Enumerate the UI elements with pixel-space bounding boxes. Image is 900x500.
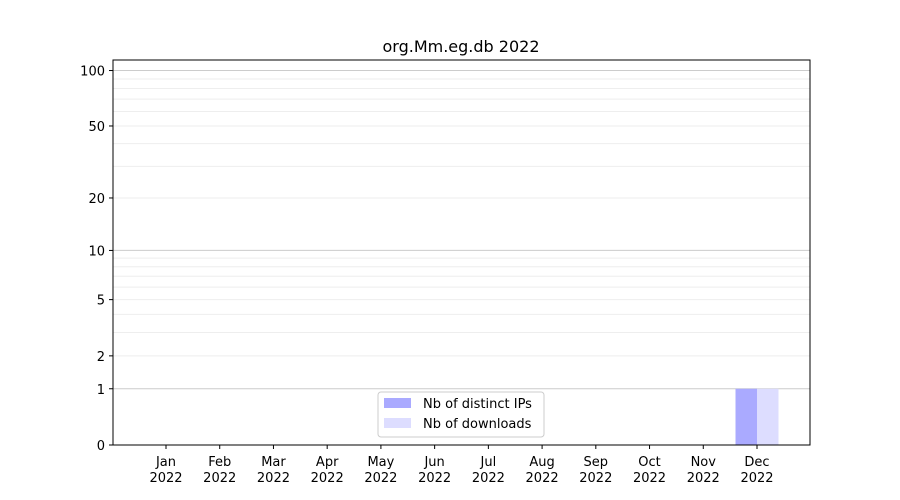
y-tick-label: 20 <box>88 192 105 207</box>
x-tick-label: Jul 2022 <box>472 455 505 486</box>
x-tick-label: Jan 2022 <box>149 455 182 486</box>
bar-distinct-ips <box>735 388 757 445</box>
x-tick-label: Nov 2022 <box>687 455 720 486</box>
x-tick-label: Dec 2022 <box>740 455 773 486</box>
x-tick-label: Jun 2022 <box>418 455 451 486</box>
plot-frame <box>112 59 811 446</box>
chart-title: org.Mm.eg.db 2022 <box>382 37 539 56</box>
legend-swatch <box>384 418 411 428</box>
x-tick-label: May 2022 <box>364 455 397 486</box>
y-tick-label: 10 <box>88 244 105 259</box>
y-tick-label: 2 <box>97 350 105 365</box>
x-tick-label: Feb 2022 <box>203 455 236 486</box>
legend-box <box>377 391 545 438</box>
y-tick-label: 100 <box>80 65 105 80</box>
x-tick-label: Mar 2022 <box>257 455 290 486</box>
y-tick-label: 1 <box>97 383 105 398</box>
x-tick-label: Aug 2022 <box>526 455 559 486</box>
y-tick-label: 5 <box>97 294 105 309</box>
y-tick-label: 0 <box>97 439 105 454</box>
legend-label: Nb of distinct IPs <box>423 397 532 412</box>
bar-downloads <box>757 388 779 445</box>
legend-swatch <box>384 398 411 408</box>
x-tick-label: Apr 2022 <box>311 455 344 486</box>
y-tick-label: 50 <box>88 120 105 135</box>
legend: Nb of distinct IPs Nb of downloads <box>377 391 545 438</box>
x-tick-label: Sep 2022 <box>579 455 612 486</box>
x-tick-label: Oct 2022 <box>633 455 666 486</box>
legend-label: Nb of downloads <box>423 417 532 432</box>
